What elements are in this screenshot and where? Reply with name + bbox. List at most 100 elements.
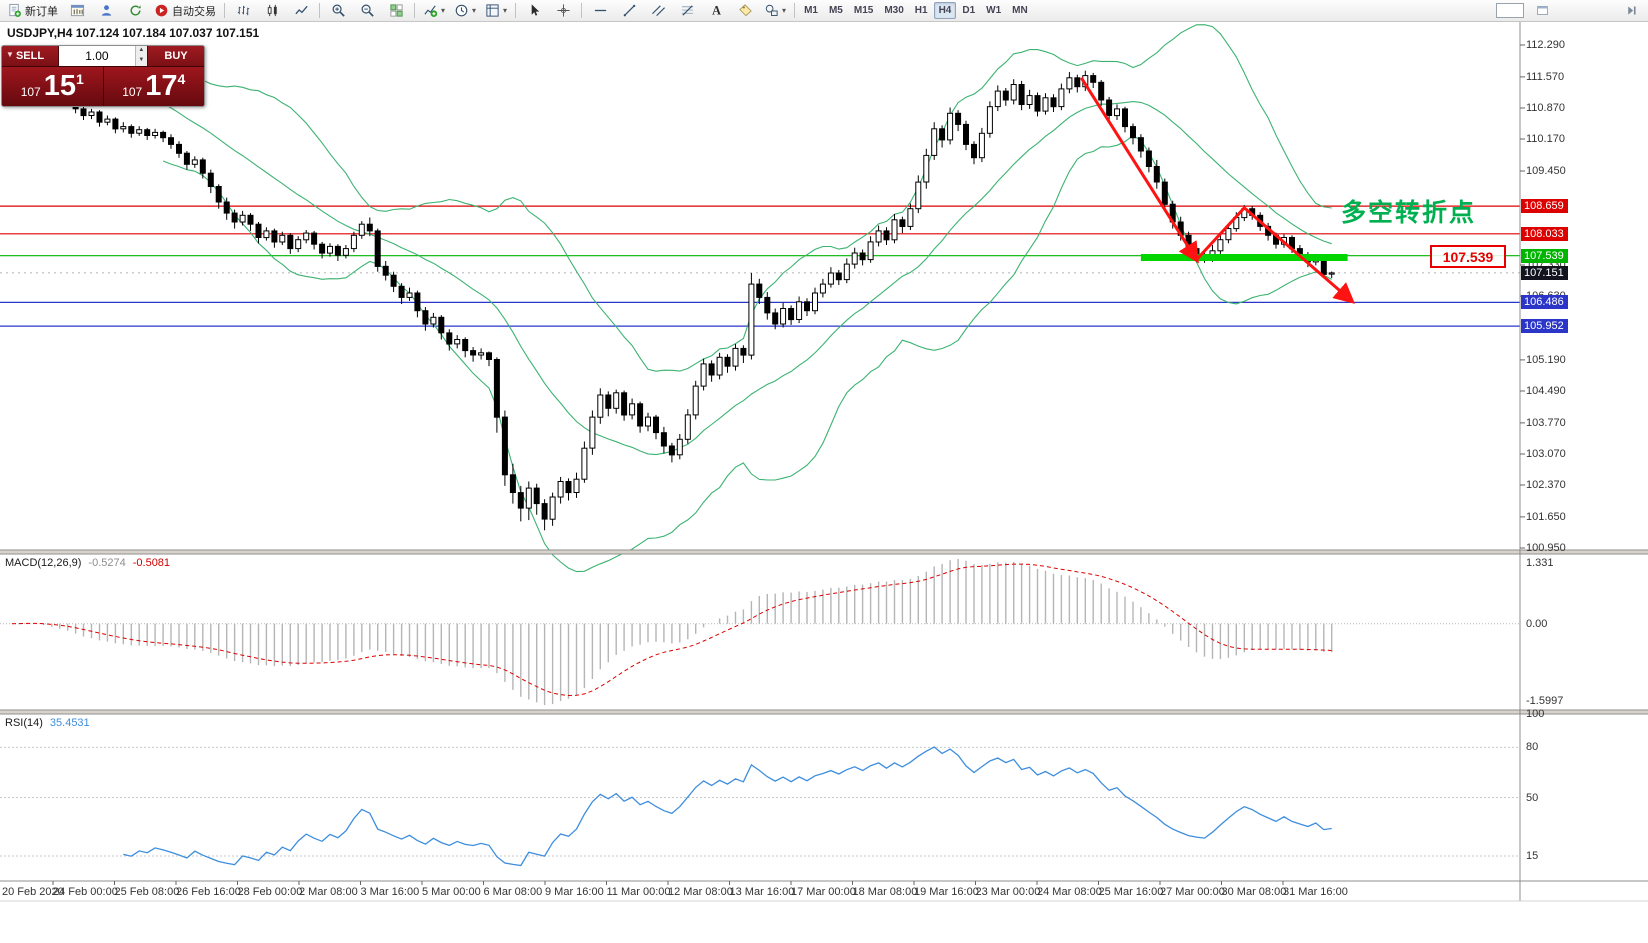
candlestick-chart-button[interactable] xyxy=(258,0,286,21)
shapes-icon xyxy=(764,3,779,18)
chart-shift-button[interactable] xyxy=(1617,0,1645,21)
toolbar-separator xyxy=(319,3,320,18)
bar-chart-button[interactable] xyxy=(229,0,257,21)
volume-input[interactable] xyxy=(59,46,135,66)
collapse-panel-icon[interactable]: ▼ xyxy=(6,50,14,59)
new-chart-button[interactable] xyxy=(63,0,91,21)
main-toolbar: 新订单 自动交易 ▾ ▾ ▾ A ▾ M1 M5 M15 M30 H1 H4 D1 W1 MN xyxy=(0,0,1648,22)
channel-icon xyxy=(651,3,666,18)
buy-price-big: 17 xyxy=(145,70,178,102)
timeframe-button-m30[interactable]: M30 xyxy=(884,5,904,16)
toolbar-separator xyxy=(515,3,517,18)
indplus-icon xyxy=(423,3,438,18)
cross-icon xyxy=(556,3,571,18)
shapes-button[interactable]: ▾ xyxy=(760,0,790,21)
periods-button[interactable]: ▾ xyxy=(450,0,480,21)
chart-symbol-ohlc: USDJPY,H4 107.124 107.184 107.037 107.15… xyxy=(7,26,260,40)
horizontal-line-button[interactable] xyxy=(586,0,614,21)
fibo-icon xyxy=(680,3,695,18)
timeframe-button-m5[interactable]: M5 xyxy=(828,5,843,16)
timeframe-button-mn[interactable]: MN xyxy=(1012,5,1028,16)
person-icon xyxy=(99,3,114,18)
linechart-icon xyxy=(294,3,309,18)
timeframe-button-m15[interactable]: M15 xyxy=(853,5,874,16)
buy-button[interactable]: 107 17 4 xyxy=(103,67,204,106)
buy-price-prefix: 107 xyxy=(122,85,143,99)
rsi-value: 35.4531 xyxy=(49,717,90,729)
autotrading-button-label: 自动交易 xyxy=(172,5,216,18)
timeframe-button-w1[interactable]: W1 xyxy=(986,5,1002,16)
stepper-down-icon[interactable]: ▼ xyxy=(135,56,147,66)
toolbar-quick-box[interactable] xyxy=(1496,3,1524,18)
sell-price-prefix: 107 xyxy=(20,85,41,99)
chevron-down-icon: ▾ xyxy=(472,6,477,15)
timeframe-button-m1[interactable]: M1 xyxy=(804,5,818,16)
trendline-button[interactable] xyxy=(615,0,643,21)
crosshair-button[interactable] xyxy=(549,0,577,21)
toolbar-window-button[interactable] xyxy=(1528,0,1556,21)
cursor-icon xyxy=(527,3,542,18)
toolbar-separator xyxy=(224,3,225,18)
autotrading-button[interactable]: 自动交易 xyxy=(150,0,220,21)
sell-label: SELL xyxy=(2,46,58,66)
sell-price-big: 15 xyxy=(43,70,76,102)
cursor-button[interactable] xyxy=(520,0,548,21)
clock-icon xyxy=(454,3,469,18)
tile-windows-button[interactable] xyxy=(382,0,410,21)
line-chart-button[interactable] xyxy=(287,0,315,21)
wincandle-icon xyxy=(70,3,85,18)
tline-icon xyxy=(622,3,637,18)
svg-text:A: A xyxy=(712,3,721,17)
timeframe-button-h1[interactable]: H1 xyxy=(914,5,928,16)
timeframe-button-d1[interactable]: D1 xyxy=(962,5,976,16)
buy-price-sup: 4 xyxy=(177,71,186,87)
bars-icon xyxy=(236,3,251,18)
zoom-in-button[interactable] xyxy=(324,0,352,21)
volume-stepper[interactable]: ▲ ▼ xyxy=(134,46,147,66)
docplus-icon xyxy=(7,3,22,18)
stepper-up-icon[interactable]: ▲ xyxy=(135,46,147,56)
indicators-button[interactable]: ▾ xyxy=(419,0,449,21)
chevron-down-icon: ▾ xyxy=(441,6,446,15)
zoomin-icon xyxy=(331,3,346,18)
toolbar-separator xyxy=(794,3,796,18)
macd-signal-value: -0.5081 xyxy=(132,557,171,569)
refresh-button[interactable] xyxy=(121,0,149,21)
new-order-button-label: 新订单 xyxy=(25,5,58,18)
candles-icon xyxy=(265,3,280,18)
price-callout-box: 107.539 xyxy=(1430,245,1506,268)
toolbar-separator xyxy=(581,3,583,18)
rsi-title: RSI(14) xyxy=(5,717,43,729)
pivot-annotation-text: 多空转折点 xyxy=(1341,199,1477,227)
toolbar-separator xyxy=(414,3,415,18)
labeltag-icon xyxy=(738,3,753,18)
fibonacci-button[interactable] xyxy=(673,0,701,21)
grid-icon xyxy=(389,3,404,18)
chevron-down-icon: ▾ xyxy=(503,6,508,15)
label-button[interactable] xyxy=(731,0,759,21)
macd-main-value: -0.5274 xyxy=(88,557,126,569)
sell-button[interactable]: 107 15 1 xyxy=(2,67,104,106)
hline-icon xyxy=(593,3,608,18)
zoom-out-button[interactable] xyxy=(353,0,381,21)
text-button[interactable]: A xyxy=(702,0,730,21)
profiles-button[interactable] xyxy=(92,0,120,21)
textA-icon: A xyxy=(709,3,724,18)
buy-label: BUY xyxy=(148,46,204,66)
templates-button[interactable]: ▾ xyxy=(481,0,511,21)
scrollend-icon xyxy=(1625,4,1638,17)
macd-indicator-label: MACD(12,26,9) -0.5274 -0.5081 xyxy=(5,557,170,569)
timeframe-button-h4[interactable]: H4 xyxy=(933,2,957,19)
channel-button[interactable] xyxy=(644,0,672,21)
sell-price-sup: 1 xyxy=(76,71,84,87)
chevron-down-icon: ▾ xyxy=(782,6,787,15)
winmini-icon xyxy=(1536,4,1549,17)
macd-title: MACD(12,26,9) xyxy=(5,557,82,569)
new-order-button[interactable]: 新订单 xyxy=(3,0,62,21)
play-icon xyxy=(154,3,169,18)
zoomout-icon xyxy=(360,3,375,18)
rsi-indicator-label: RSI(14) 35.4531 xyxy=(5,717,90,729)
